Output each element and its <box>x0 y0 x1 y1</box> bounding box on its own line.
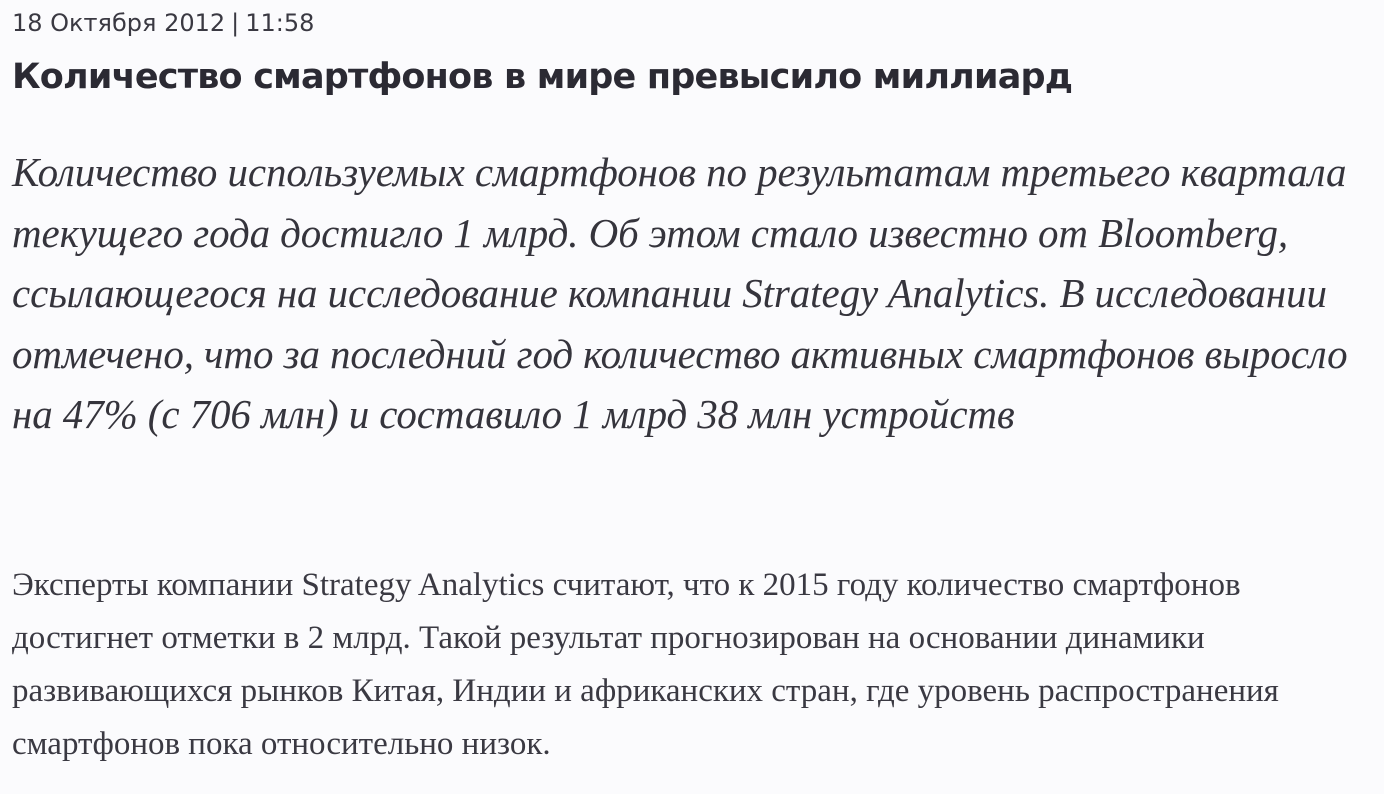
publish-time: 11:58 <box>245 9 315 37</box>
article-body: Эксперты компании Strategy Analytics счи… <box>12 567 1279 762</box>
publish-date: 18 Октября 2012 <box>12 9 226 37</box>
meta-separator: | <box>231 9 240 37</box>
article-meta: 18 Октября 2012 | 11:58 <box>12 6 314 40</box>
article-title: Количество смартфонов в мире превысило м… <box>12 57 1073 97</box>
article-lead: Количество используемых смартфонов по ре… <box>12 149 1348 437</box>
